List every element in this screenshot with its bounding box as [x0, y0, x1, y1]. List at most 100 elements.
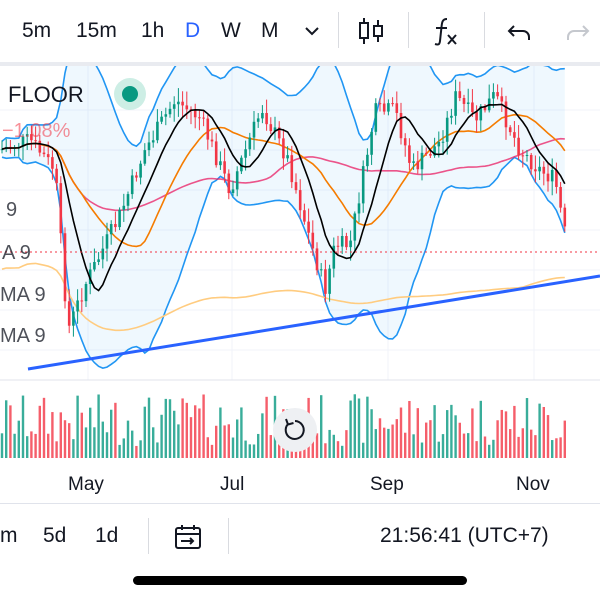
volume-bar: [240, 407, 243, 458]
x-axis-label-sep: Sep: [370, 474, 404, 495]
candlestick-icon[interactable]: [354, 14, 388, 48]
candle-body: [80, 300, 84, 302]
volume-bar: [110, 409, 113, 458]
candle-body: [454, 91, 457, 116]
candle-body: [345, 236, 348, 248]
price-chart[interactable]: [0, 66, 600, 502]
candle-body: [101, 248, 105, 260]
volume-bar: [462, 433, 466, 458]
volume-bar: [139, 440, 142, 458]
volume-bar: [362, 442, 365, 458]
volume-bar: [408, 400, 411, 458]
volume-bar: [261, 413, 264, 458]
volume-bar: [509, 429, 512, 458]
reset-chart-button[interactable]: [273, 408, 317, 452]
redo-icon[interactable]: [560, 14, 594, 48]
candle-body: [290, 155, 294, 183]
volume-bar: [68, 423, 71, 458]
volume-bar: [89, 407, 92, 458]
volume-bar: [30, 431, 33, 458]
volume-bar: [215, 425, 218, 458]
symbol-name[interactable]: FLOOR: [8, 82, 84, 107]
candle-body: [483, 106, 487, 111]
trendline[interactable]: [27, 274, 600, 371]
timeframe-m[interactable]: M: [261, 19, 279, 42]
bollinger-upper-line: [1, 66, 565, 148]
candle-body: [475, 112, 478, 121]
timeframe-d[interactable]: D: [185, 19, 201, 42]
candle-body: [172, 104, 176, 109]
volume-bar: [17, 420, 20, 458]
volume-bar: [391, 424, 394, 458]
candle-body: [67, 301, 71, 326]
volume-bar: [47, 433, 50, 458]
volume-bar: [404, 432, 407, 458]
candle-body: [408, 145, 411, 163]
candle-body: [378, 103, 382, 105]
candle-body: [114, 224, 117, 228]
timeframe-15m[interactable]: 15m: [76, 19, 117, 42]
indicators-icon[interactable]: [428, 14, 462, 48]
candle-body: [63, 233, 67, 302]
go-to-date-icon[interactable]: [171, 520, 205, 554]
chart-grid: [0, 66, 600, 380]
volume-bar: [420, 442, 424, 458]
undo-icon[interactable]: [503, 14, 537, 48]
candle-body: [416, 161, 420, 170]
volume-bar: [160, 414, 163, 458]
volume-bar: [194, 405, 197, 458]
timeframe-5m[interactable]: 5m: [22, 19, 52, 42]
candle-body: [210, 139, 214, 142]
volume-bar: [546, 415, 550, 458]
candle-body: [282, 138, 285, 159]
candle-body: [412, 161, 415, 163]
range-button-m[interactable]: m: [0, 524, 18, 547]
volume-bar: [189, 417, 193, 458]
volume-bar: [479, 400, 482, 458]
candle-body: [193, 110, 197, 118]
volume-bar: [114, 402, 117, 458]
candle-body: [437, 141, 441, 147]
candlestick-series: [0, 79, 567, 337]
candle-body: [441, 141, 445, 143]
candle-body: [30, 134, 33, 141]
candle-body: [130, 175, 134, 195]
candle-body: [395, 103, 399, 113]
volume-bar: [336, 441, 340, 458]
candle-body: [403, 138, 407, 146]
volume-bar: [454, 415, 457, 458]
candle-body: [479, 106, 483, 121]
candle-body: [168, 108, 172, 115]
candle-body: [34, 140, 37, 142]
candle-body: [298, 190, 302, 211]
candle-body: [261, 112, 264, 119]
volume-bar: [42, 397, 46, 458]
ma-long-line: [1, 262, 565, 332]
volume-bar: [563, 420, 566, 458]
candle-body: [59, 183, 63, 234]
volume-bar: [236, 419, 239, 458]
x-axis-label-jul: Jul: [220, 474, 245, 495]
ma-legend-label-4: MA 9: [0, 325, 46, 347]
volume-bar: [202, 394, 205, 458]
volume-bar: [198, 408, 201, 458]
candle-body: [420, 152, 424, 170]
range-button-5d[interactable]: 5d: [43, 524, 67, 547]
timezone-clock[interactable]: 21:56:41 (UTC+7): [380, 524, 549, 547]
range-button-1d[interactable]: 1d: [95, 524, 119, 547]
chevron-down-icon[interactable]: [295, 14, 329, 48]
candle-body: [538, 166, 541, 172]
price-change-percent: −1.08%: [2, 120, 71, 142]
candle-body: [25, 134, 29, 137]
market-status-dot: [122, 86, 138, 102]
candle-body: [139, 163, 142, 178]
timeframe-w[interactable]: W: [221, 19, 241, 42]
volume-bar: [433, 405, 436, 458]
volume-bar: [21, 395, 25, 458]
candle-body: [382, 103, 386, 112]
timeframe-1h[interactable]: 1h: [141, 19, 165, 42]
candle-body: [51, 157, 54, 169]
volume-bar: [135, 445, 138, 458]
market-status-indicator[interactable]: [114, 78, 146, 110]
volume-bar: [269, 435, 272, 458]
